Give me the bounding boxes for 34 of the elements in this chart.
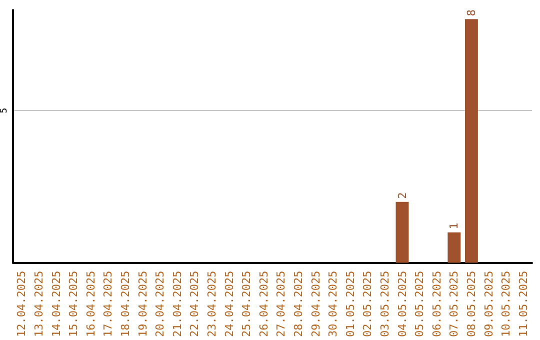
x-tick-label: 18.04.2025 [118, 270, 132, 338]
x-tick-label: 03.05.2025 [378, 270, 392, 338]
x-tick-label: 30.04.2025 [326, 270, 340, 338]
x-tick-label: 01.05.2025 [344, 270, 357, 338]
x-tick-label: 15.04.2025 [67, 270, 80, 338]
x-tick-label: 13.04.2025 [32, 270, 46, 338]
x-tick-label: 04.05.2025 [396, 270, 409, 338]
x-tick-label: 19.04.2025 [136, 270, 150, 338]
x-tick-label: 10.05.2025 [500, 270, 513, 338]
x-tick-label: 02.05.2025 [361, 270, 374, 338]
x-tick-label: 14.04.2025 [50, 270, 63, 338]
data-label: 8 [464, 10, 478, 16]
x-tick-label: 09.05.2025 [482, 270, 496, 338]
x-tick-label: 20.04.2025 [154, 270, 167, 338]
x-tick-label: 23.04.2025 [205, 270, 218, 338]
x-tick-label: 16.04.2025 [84, 270, 98, 338]
x-tick-label: 26.04.2025 [257, 270, 270, 338]
data-label: 2 [396, 192, 409, 199]
x-tick-label: 25.04.2025 [240, 270, 254, 338]
x-tick-label: 05.05.2025 [413, 270, 426, 338]
x-tick-label: 12.04.2025 [15, 270, 28, 338]
x-tick-label: 24.04.2025 [222, 270, 236, 338]
x-tick-label: 27.04.2025 [274, 270, 288, 338]
x-tick-label: 08.05.2025 [464, 270, 478, 338]
x-tick-label: 21.04.2025 [170, 270, 184, 338]
x-tick-label: 11.05.2025 [516, 270, 530, 338]
data-label: 1 [448, 222, 461, 230]
x-tick-label: 17.04.2025 [102, 270, 115, 338]
x-tick-label: 29.04.2025 [309, 270, 322, 338]
x-tick-label: 28.04.2025 [292, 270, 305, 338]
x-tick-label: 06.05.2025 [430, 270, 444, 338]
x-tick-label: 07.05.2025 [448, 270, 461, 338]
x-tick-label: 22.04.2025 [188, 270, 202, 338]
y-tick-label: 5 [0, 108, 10, 114]
